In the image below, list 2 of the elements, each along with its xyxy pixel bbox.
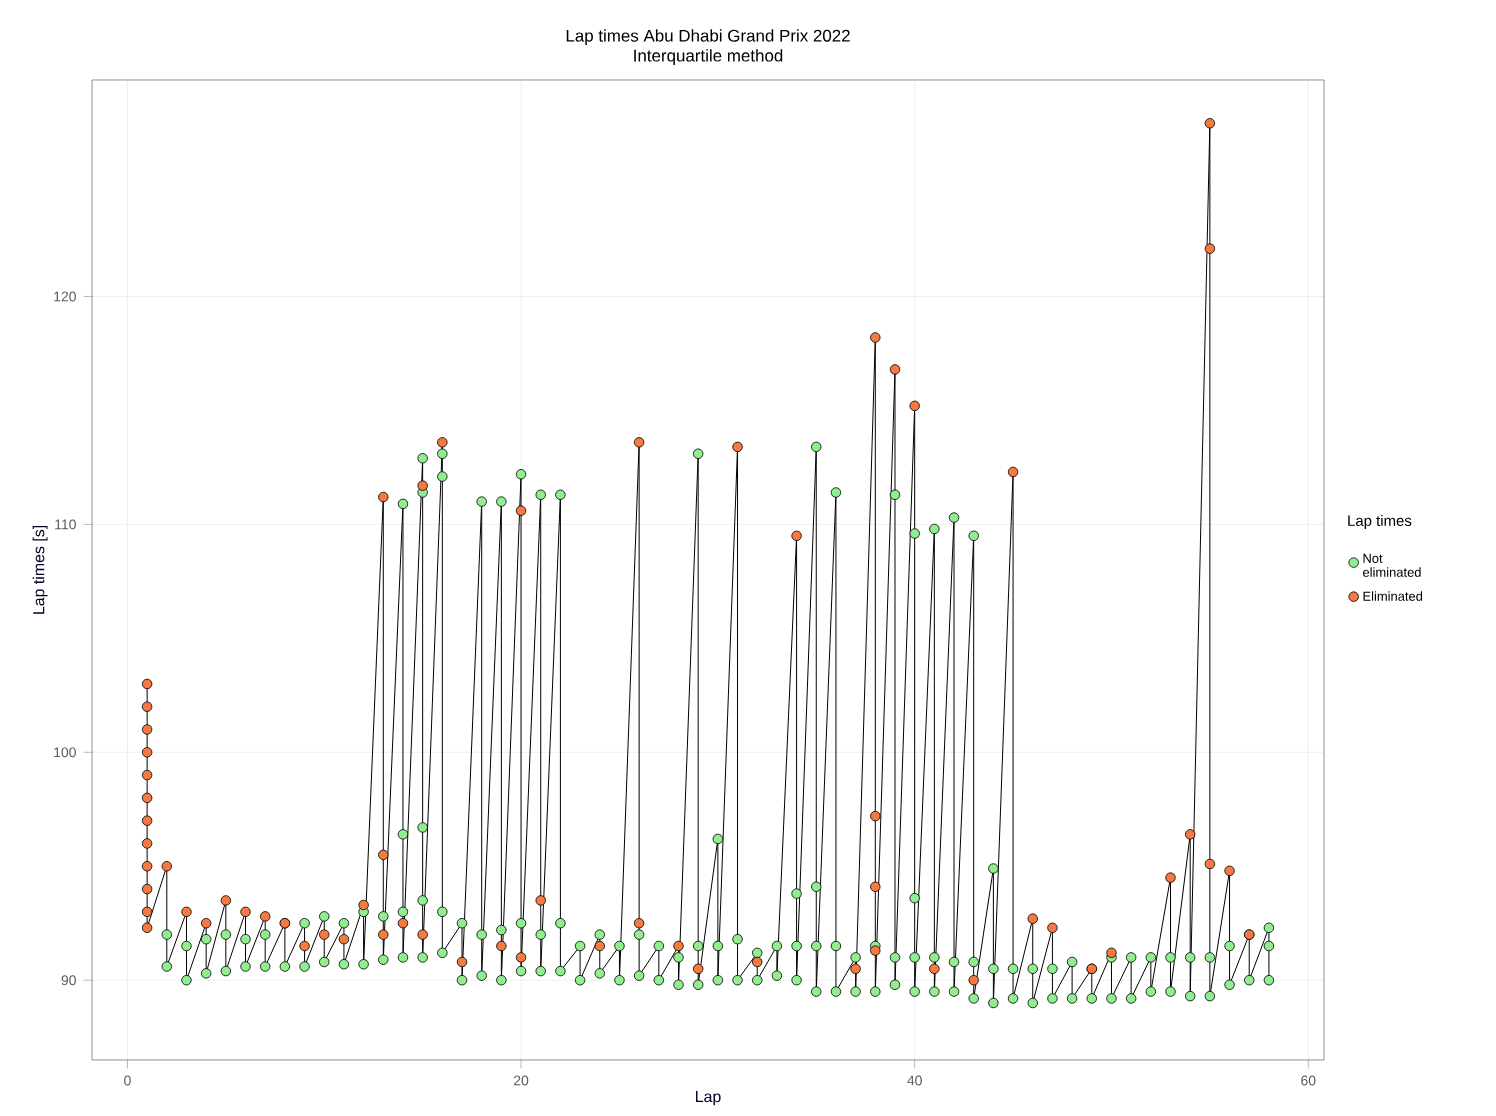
chart-subtitle: Interquartile method xyxy=(634,49,783,65)
chart-title: Lap times Abu Dhabi Grand Prix 2022 xyxy=(566,29,850,46)
